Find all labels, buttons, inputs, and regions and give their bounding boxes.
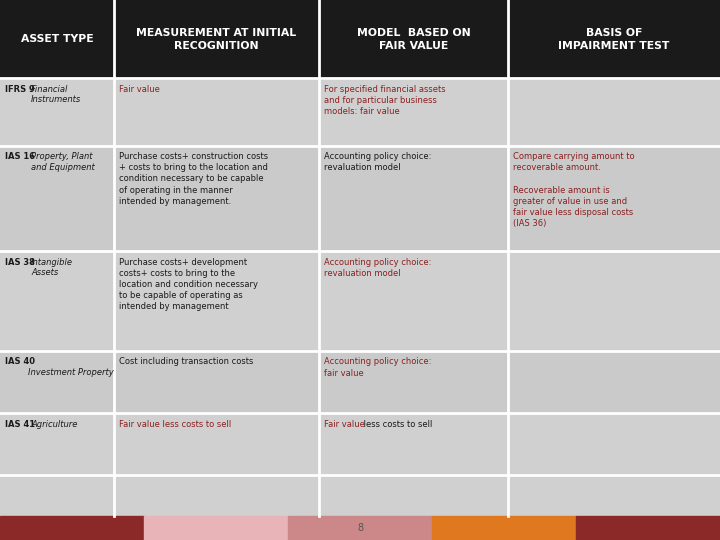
Bar — [576, 516, 720, 540]
Text: Financial
Instruments: Financial Instruments — [31, 85, 81, 104]
Text: Accounting policy choice:
revaluation model: Accounting policy choice: revaluation mo… — [324, 258, 431, 278]
Text: 8: 8 — [357, 523, 363, 533]
Text: BASIS OF
IMPAIRMENT TEST: BASIS OF IMPAIRMENT TEST — [559, 28, 670, 51]
Bar — [114, 78, 319, 146]
Bar — [0, 475, 114, 516]
Bar — [144, 516, 288, 540]
Text: Agriculture: Agriculture — [31, 420, 78, 429]
Bar — [508, 146, 720, 251]
Text: For specified financial assets
and for particular business
models: fair value: For specified financial assets and for p… — [324, 85, 446, 116]
Text: less costs to sell: less costs to sell — [361, 420, 433, 429]
Text: Compare carrying amount to
recoverable amount.

Recoverable amount is
greater of: Compare carrying amount to recoverable a… — [513, 152, 635, 228]
Bar — [0, 251, 114, 351]
Text: Fair value: Fair value — [324, 420, 365, 429]
Text: Accounting policy choice:
fair value: Accounting policy choice: fair value — [324, 357, 431, 377]
Text: MODEL  BASED ON
FAIR VALUE: MODEL BASED ON FAIR VALUE — [357, 28, 470, 51]
Bar — [114, 413, 319, 475]
Bar — [288, 516, 432, 540]
Bar — [0, 413, 114, 475]
Text: Cost including transaction costs: Cost including transaction costs — [119, 357, 253, 367]
Bar — [0, 351, 114, 413]
Text: Intangible
Assets: Intangible Assets — [31, 258, 73, 277]
Bar — [114, 351, 319, 413]
Bar — [114, 475, 319, 516]
Bar — [319, 251, 508, 351]
Text: IAS 40: IAS 40 — [5, 357, 35, 367]
Bar — [0, 78, 114, 146]
Bar — [508, 251, 720, 351]
Bar — [114, 146, 319, 251]
Text: MEASUREMENT AT INITIAL
RECOGNITION: MEASUREMENT AT INITIAL RECOGNITION — [136, 28, 297, 51]
Bar — [319, 0, 508, 78]
Bar — [114, 251, 319, 351]
Bar — [0, 0, 114, 78]
Bar — [319, 475, 508, 516]
Text: ASSET TYPE: ASSET TYPE — [21, 34, 93, 44]
Text: IAS 41: IAS 41 — [5, 420, 38, 429]
Text: Accounting policy choice:
revaluation model: Accounting policy choice: revaluation mo… — [324, 152, 431, 172]
Bar — [508, 413, 720, 475]
Text: IAS 38: IAS 38 — [5, 258, 37, 267]
Text: Fair value: Fair value — [119, 85, 160, 94]
Bar — [319, 146, 508, 251]
Text: Property, Plant
and Equipment: Property, Plant and Equipment — [31, 152, 95, 172]
Bar — [319, 351, 508, 413]
Bar — [0, 516, 144, 540]
Bar — [508, 475, 720, 516]
Text: Investment Property: Investment Property — [27, 357, 113, 377]
Text: IAS 16: IAS 16 — [5, 152, 38, 161]
Text: IFRS 9: IFRS 9 — [5, 85, 37, 94]
Bar — [432, 516, 576, 540]
Text: Fair value less costs to sell: Fair value less costs to sell — [119, 420, 231, 429]
Bar — [508, 0, 720, 78]
Text: Purchase costs+ development
costs+ costs to bring to the
location and condition : Purchase costs+ development costs+ costs… — [119, 258, 258, 311]
Bar — [319, 78, 508, 146]
Bar — [508, 351, 720, 413]
Text: Purchase costs+ construction costs
+ costs to bring to the location and
conditio: Purchase costs+ construction costs + cos… — [119, 152, 268, 206]
Bar — [319, 413, 508, 475]
Bar — [508, 78, 720, 146]
Bar — [0, 146, 114, 251]
Bar — [114, 0, 319, 78]
